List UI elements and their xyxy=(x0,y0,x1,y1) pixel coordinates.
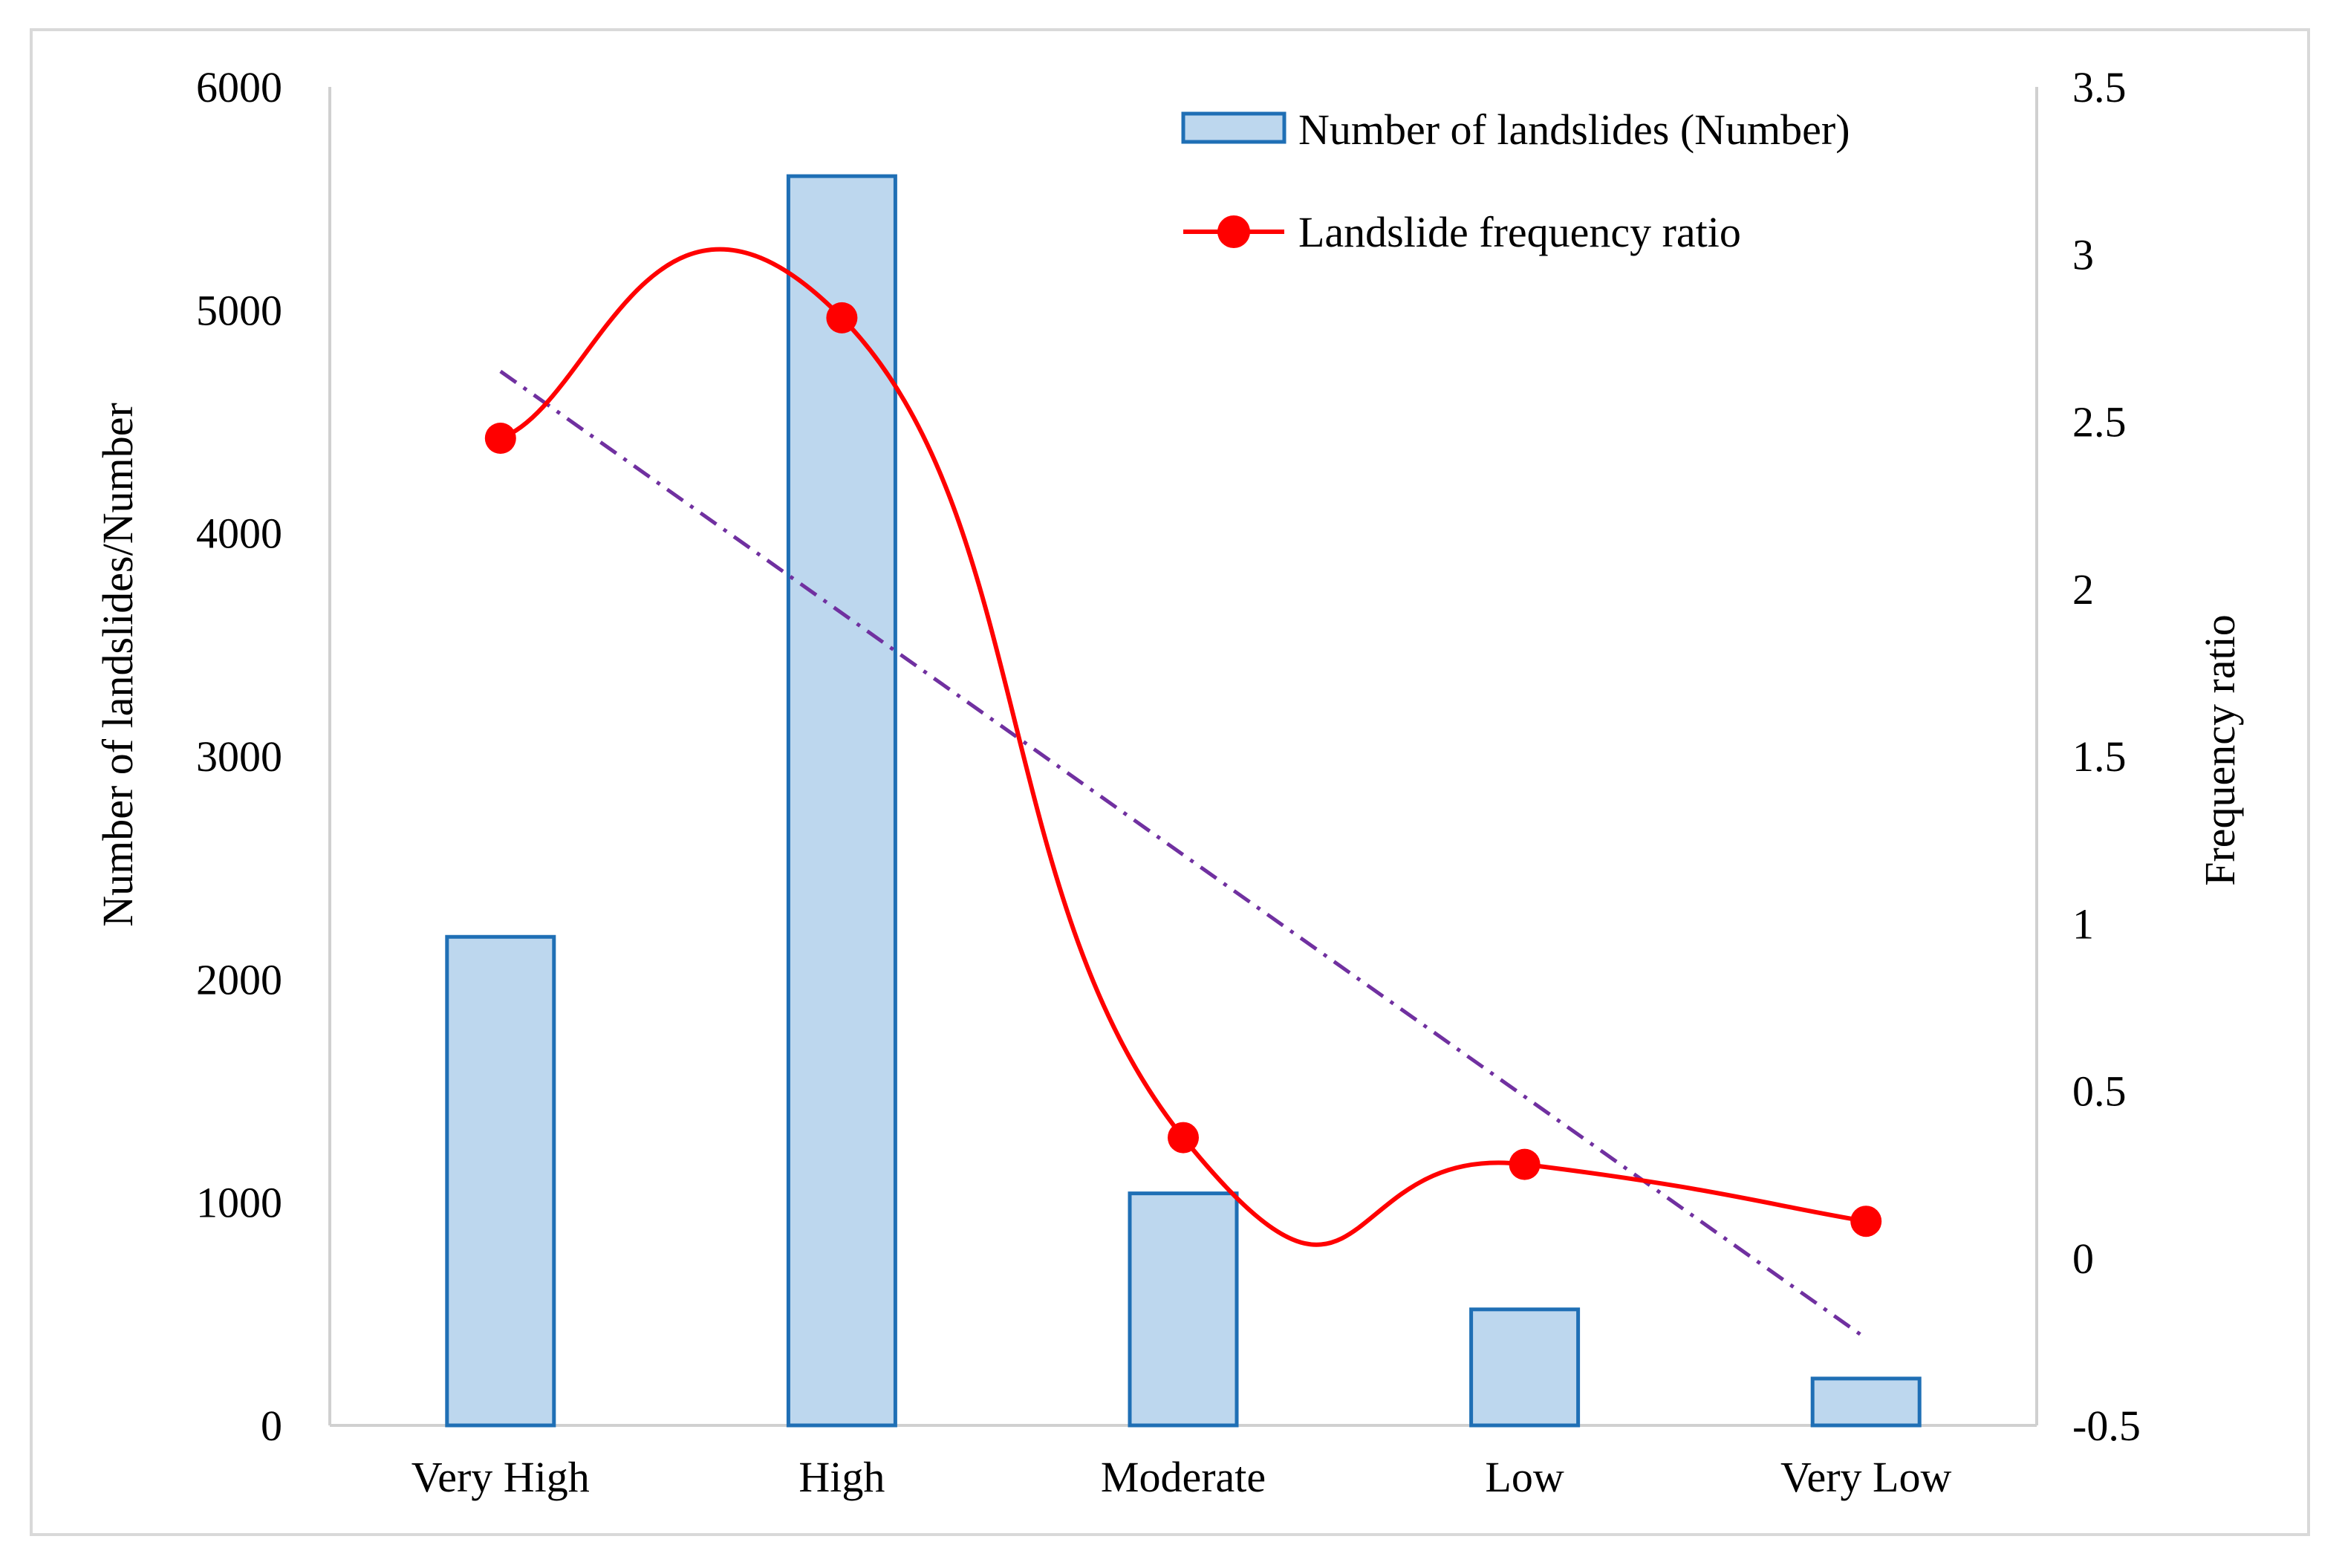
frequency-point-high xyxy=(826,302,858,334)
y2-tick-label: 3.5 xyxy=(2072,63,2127,111)
frequency-point-moderate xyxy=(1168,1122,1199,1154)
y2-axis-title: Frequency ratio xyxy=(2196,614,2244,886)
chart-frame xyxy=(30,28,2310,1536)
frequency-line-group xyxy=(484,247,1882,1247)
x-tick-label: Very Low xyxy=(1780,1453,1951,1501)
legend-bar-label: Number of landslides (Number) xyxy=(1298,105,1850,154)
y2-tick-label: 1 xyxy=(2072,900,2094,948)
y-tick-label: 4000 xyxy=(196,510,282,558)
bar-low xyxy=(1469,1307,1581,1428)
category-ticks-group: Very High High Moderate Low Very Low xyxy=(412,1453,1952,1501)
y2-tick-label: 2 xyxy=(2072,565,2094,614)
bar-moderate xyxy=(1128,1191,1239,1428)
y-axis-title: Number of landslides/Number xyxy=(94,403,142,927)
y-tick-label: 1000 xyxy=(196,1179,282,1227)
y2-tick-label: -0.5 xyxy=(2072,1402,2141,1450)
x-tick-label: Moderate xyxy=(1101,1453,1266,1501)
y2-tick-label: 0.5 xyxy=(2072,1067,2127,1116)
y2-tick-label: 1.5 xyxy=(2072,732,2127,781)
legend: Number of landslides (Number) Landslide … xyxy=(1181,105,1850,256)
y2-tick-label: 3 xyxy=(2072,230,2094,279)
legend-line-label: Landslide frequency ratio xyxy=(1298,208,1741,256)
legend-line-marker xyxy=(1217,215,1250,248)
y-tick-label: 3000 xyxy=(196,732,282,781)
bar-very-low xyxy=(1810,1376,1922,1428)
left-ticks-group: 0 1000 2000 3000 4000 5000 6000 xyxy=(196,63,282,1450)
y-tick-label: 5000 xyxy=(196,286,282,334)
frequency-point-low xyxy=(1509,1148,1541,1180)
x-tick-label: Very High xyxy=(412,1453,590,1501)
bar-high xyxy=(786,174,897,1428)
bars-group xyxy=(445,174,1922,1428)
frequency-ratio-line xyxy=(499,247,1867,1247)
x-tick-label: High xyxy=(798,1453,885,1501)
x-tick-label: Low xyxy=(1485,1453,1564,1501)
frequency-point-very-low xyxy=(1850,1206,1882,1237)
y-tick-label: 2000 xyxy=(196,955,282,1003)
frequency-point-very-high xyxy=(484,423,516,455)
trendline xyxy=(499,369,1867,1340)
right-ticks-group: -0.5 0 0.5 1 1.5 2 2.5 3 3.5 xyxy=(2072,63,2141,1450)
y2-tick-label: 0 xyxy=(2072,1234,2094,1283)
legend-bar-swatch xyxy=(1181,111,1287,144)
y-tick-label: 6000 xyxy=(196,63,282,111)
bar-very-high xyxy=(445,934,556,1428)
y-tick-label: 0 xyxy=(261,1402,282,1450)
y2-tick-label: 2.5 xyxy=(2072,398,2127,446)
trendline-group xyxy=(499,369,1867,1340)
